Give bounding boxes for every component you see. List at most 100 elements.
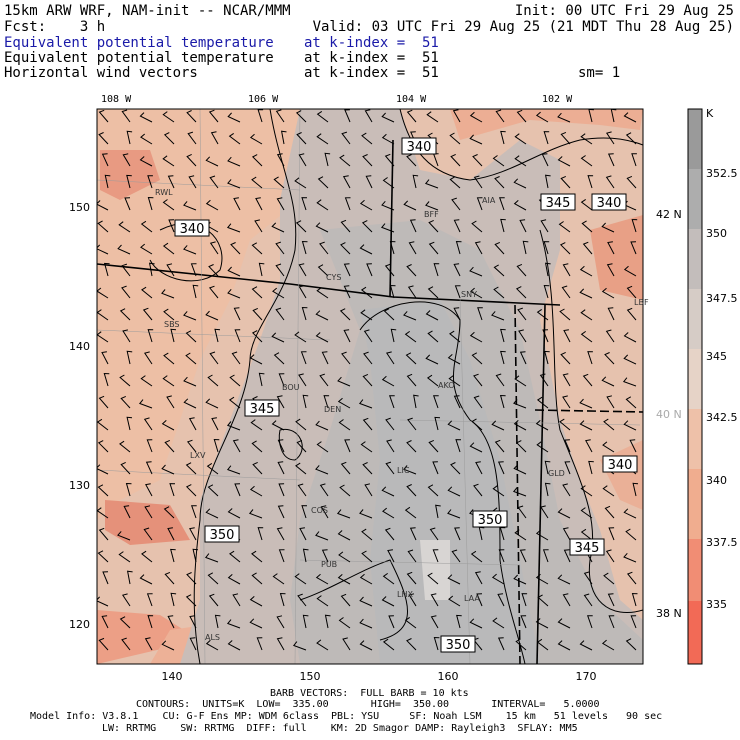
wind-barb [517,307,527,321]
wind-barb [275,263,285,277]
wind-barb [316,441,329,453]
wind-barb [186,153,197,167]
wind-barb [403,311,417,321]
wind-barb [97,550,109,563]
field-1-name: Equivalent potential temperature [4,35,274,51]
wind-barb [337,530,351,541]
wind-barb [122,329,131,343]
wind-barb [381,596,395,607]
wind-barb [537,594,549,607]
wind-barb [234,483,241,497]
wind-barb [535,618,549,629]
wind-barb [227,574,241,585]
wind-barb [248,509,263,519]
wind-barb [544,460,551,475]
contour-label: 345 [569,538,605,556]
wind-barb [514,133,527,145]
wind-barb [226,619,241,629]
wind-barb [384,527,395,541]
wind-barb [424,179,439,189]
wind-barb [385,417,395,431]
wind-barb [121,109,131,123]
wind-barb [121,285,131,299]
wind-barb [162,111,175,123]
wind-barb [119,440,131,453]
wind-barb [257,109,264,123]
wind-barb [557,618,571,629]
wind-barb [359,596,373,607]
wind-barb [298,263,307,277]
wind-barb [139,574,153,585]
wind-barb [601,222,615,233]
wind-barb [382,507,395,519]
wind-barb [272,287,285,299]
wind-barb [119,374,131,387]
wind-barb [233,307,241,321]
wind-barb [539,373,549,387]
wind-barb [536,396,549,409]
wind-barb [315,332,329,343]
wind-barb [406,373,417,387]
wind-barb [515,440,527,453]
wind-barb [557,574,571,585]
wind-barb [535,573,549,585]
wind-barb [519,549,527,563]
wind-barb [319,241,329,255]
wind-barb [186,439,197,453]
wind-barb [625,638,637,651]
wind-barb [455,240,462,255]
wind-barb [340,219,351,233]
wind-barb [338,617,351,629]
wind-barb [337,397,351,409]
wind-barb [425,354,439,365]
wind-barb [536,638,549,651]
wind-barb [605,549,615,563]
wind-barb [626,175,637,189]
wind-barb [190,505,197,519]
station-gld: GLD [548,469,565,478]
wind-barb [97,596,109,607]
wind-barb [276,395,285,409]
wind-barb [500,328,506,343]
wind-barb [447,574,461,585]
wind-barb [362,462,373,475]
wind-barb [623,112,637,123]
wind-barb [470,550,483,563]
wind-barb [494,439,505,453]
wind-barb [140,133,153,145]
wind-barb [208,109,219,123]
wind-barb [426,374,439,387]
wind-barb [630,615,637,629]
wind-barb [427,330,439,343]
wind-barb [206,462,219,475]
wind-barb [189,615,197,629]
wind-barb [232,439,241,453]
x-tick-140: 140 [162,670,183,683]
wind-barb [451,549,461,563]
wind-barb [425,201,439,211]
wind-barb [585,439,593,453]
svg-text:350: 350 [446,638,471,653]
wind-barb [544,262,551,277]
station-lbf: LBF [634,298,649,307]
wind-barb [227,112,241,123]
wind-barb [406,264,417,277]
wind-barb [427,484,439,497]
wind-barb [170,592,177,607]
colorbar-unit: K [706,107,714,120]
wind-barb [469,111,483,123]
wind-barb [447,354,461,365]
wind-barb [276,615,285,629]
wind-barb [492,617,505,629]
wind-barb [625,528,637,541]
wind-barb [277,439,285,453]
wind-barb [339,154,351,167]
wind-barb [500,130,506,145]
wind-barb [279,592,286,607]
station-cos: COS [311,506,328,515]
wind-barb [359,640,373,651]
wind-barb [339,308,351,321]
svg-text:340: 340 [597,196,622,211]
wind-barb [205,156,219,167]
